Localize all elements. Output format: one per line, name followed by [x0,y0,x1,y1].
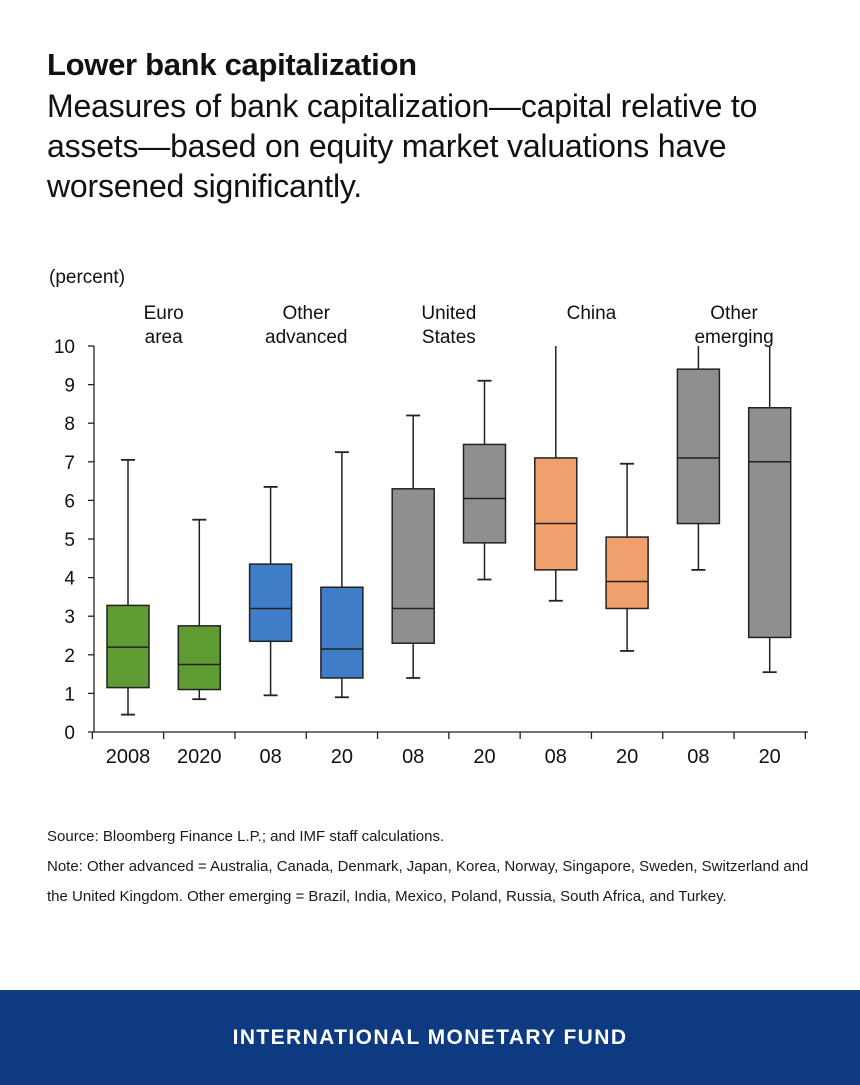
y-tick-label: 1 [64,684,75,705]
x-tick-label: 20 [759,746,781,768]
y-tick-label: 3 [64,607,75,628]
y-tick-label: 4 [64,569,75,590]
group-label: United [421,303,476,324]
y-tick-label: 10 [54,337,75,358]
y-unit-label: (percent) [49,267,125,288]
definitions-note: Note: Other advanced = Australia, Canada… [47,858,809,905]
y-tick-label: 2 [64,646,75,667]
y-tick-label: 7 [64,453,75,474]
footer-org-name: INTERNATIONAL MONETARY FUND [232,1025,628,1049]
x-tick-label: 08 [402,746,424,768]
chart-title: Lower bank capitalization [47,47,417,82]
x-tick-label: 08 [687,746,709,768]
y-tick-label: 6 [64,491,75,512]
x-tick-label: 08 [545,746,567,768]
group-label: Other [282,303,330,324]
box-iqr [248,563,293,643]
x-tick-label: 20 [616,746,638,768]
footer-banner: INTERNATIONAL MONETARY FUND [0,990,860,1085]
box-iqr [462,443,507,544]
notes-block: Source: Bloomberg Finance L.P.; and IMF … [47,822,827,912]
box-iqr [747,407,792,639]
box-iqr [534,457,578,571]
group-label: area [145,327,183,348]
group-label: advanced [265,327,347,348]
box-iqr [320,586,364,679]
boxplot-chart: (percent) 0 1 2 3 4 5 6 7 8 9 10 Euro area Other advanc… [49,267,808,768]
group-label: Other [710,303,758,324]
x-tick-label: 2008 [106,746,151,768]
box-iqr [177,625,222,691]
x-tick-label: 20 [473,746,495,768]
y-tick-label: 9 [64,376,75,397]
x-tick-label: 08 [259,746,281,768]
y-tick-label: 0 [64,723,75,744]
x-tick-label: 2020 [177,746,222,768]
group-label: emerging [694,327,773,348]
box-iqr [391,488,435,644]
chart-subtitle: Measures of bank capitalization—capital … [47,88,758,204]
group-label: States [422,327,476,348]
box-iqr [676,368,721,525]
source-note: Source: Bloomberg Finance L.P.; and IMF … [47,828,445,845]
y-tick-label: 5 [64,530,75,551]
x-tick-label: 20 [331,746,353,768]
group-label: Euro [144,303,184,324]
box-iqr [605,536,649,610]
group-label: China [567,303,617,324]
y-tick-label: 8 [64,414,75,435]
